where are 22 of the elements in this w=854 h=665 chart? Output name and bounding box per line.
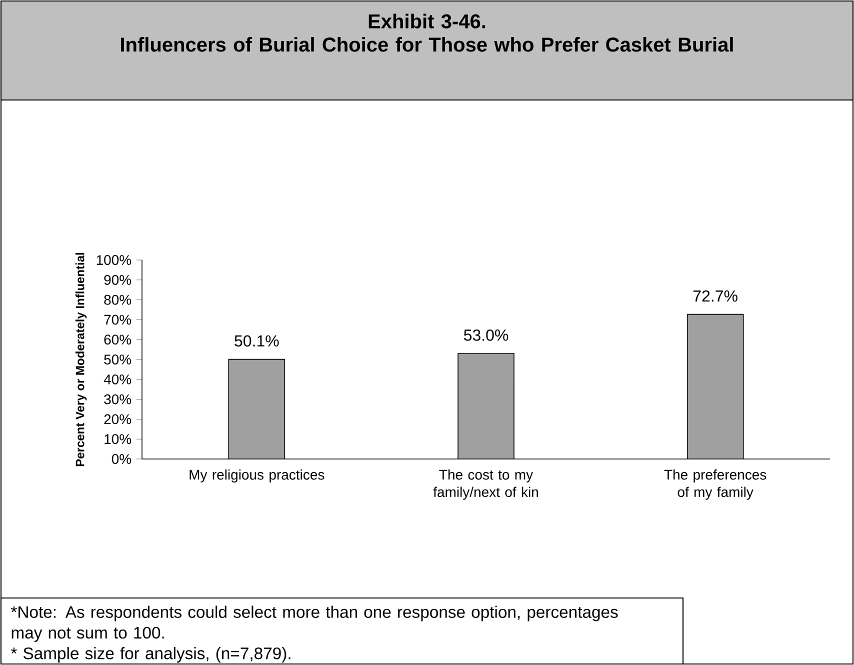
y-tick-label: 20% (104, 414, 132, 424)
data-label: 50.1% (234, 335, 279, 347)
y-tick-label: 40% (104, 374, 132, 384)
y-tick-label: 50% (104, 354, 132, 364)
y-tick-label: 30% (104, 394, 132, 404)
chart-subtitle: Influencers of Burial Choice for Those who Prefer Casket Burial (121, 37, 733, 52)
data-label: 53.0% (464, 329, 508, 341)
chart-title: Exhibit 3-46. (368, 14, 486, 28)
text: *Note: As respondents could select more than one response option, percentages may not sum to 100. (10, 606, 618, 642)
y-tick-label: 90% (104, 274, 132, 285)
x-tick-label: The preferences of my family (664, 469, 766, 500)
y-axis-title: Percent Very or Moderately Influential (75, 252, 87, 466)
y-tick-label: 70% (104, 314, 132, 325)
text: * Sample size for analysis, (n=7,879). (10, 647, 290, 663)
y-tick-label: 100% (96, 255, 132, 265)
y-tick-label: 80% (104, 294, 132, 305)
x-tick-label: The cost to my family/next of kin (433, 469, 538, 500)
y-tick-label: 60% (104, 334, 132, 345)
data-label: 72.7% (693, 290, 738, 302)
x-tick-label: My religious practices (190, 469, 324, 482)
y-tick-label: 0% (112, 454, 132, 464)
y-tick-label: 10% (104, 434, 132, 444)
